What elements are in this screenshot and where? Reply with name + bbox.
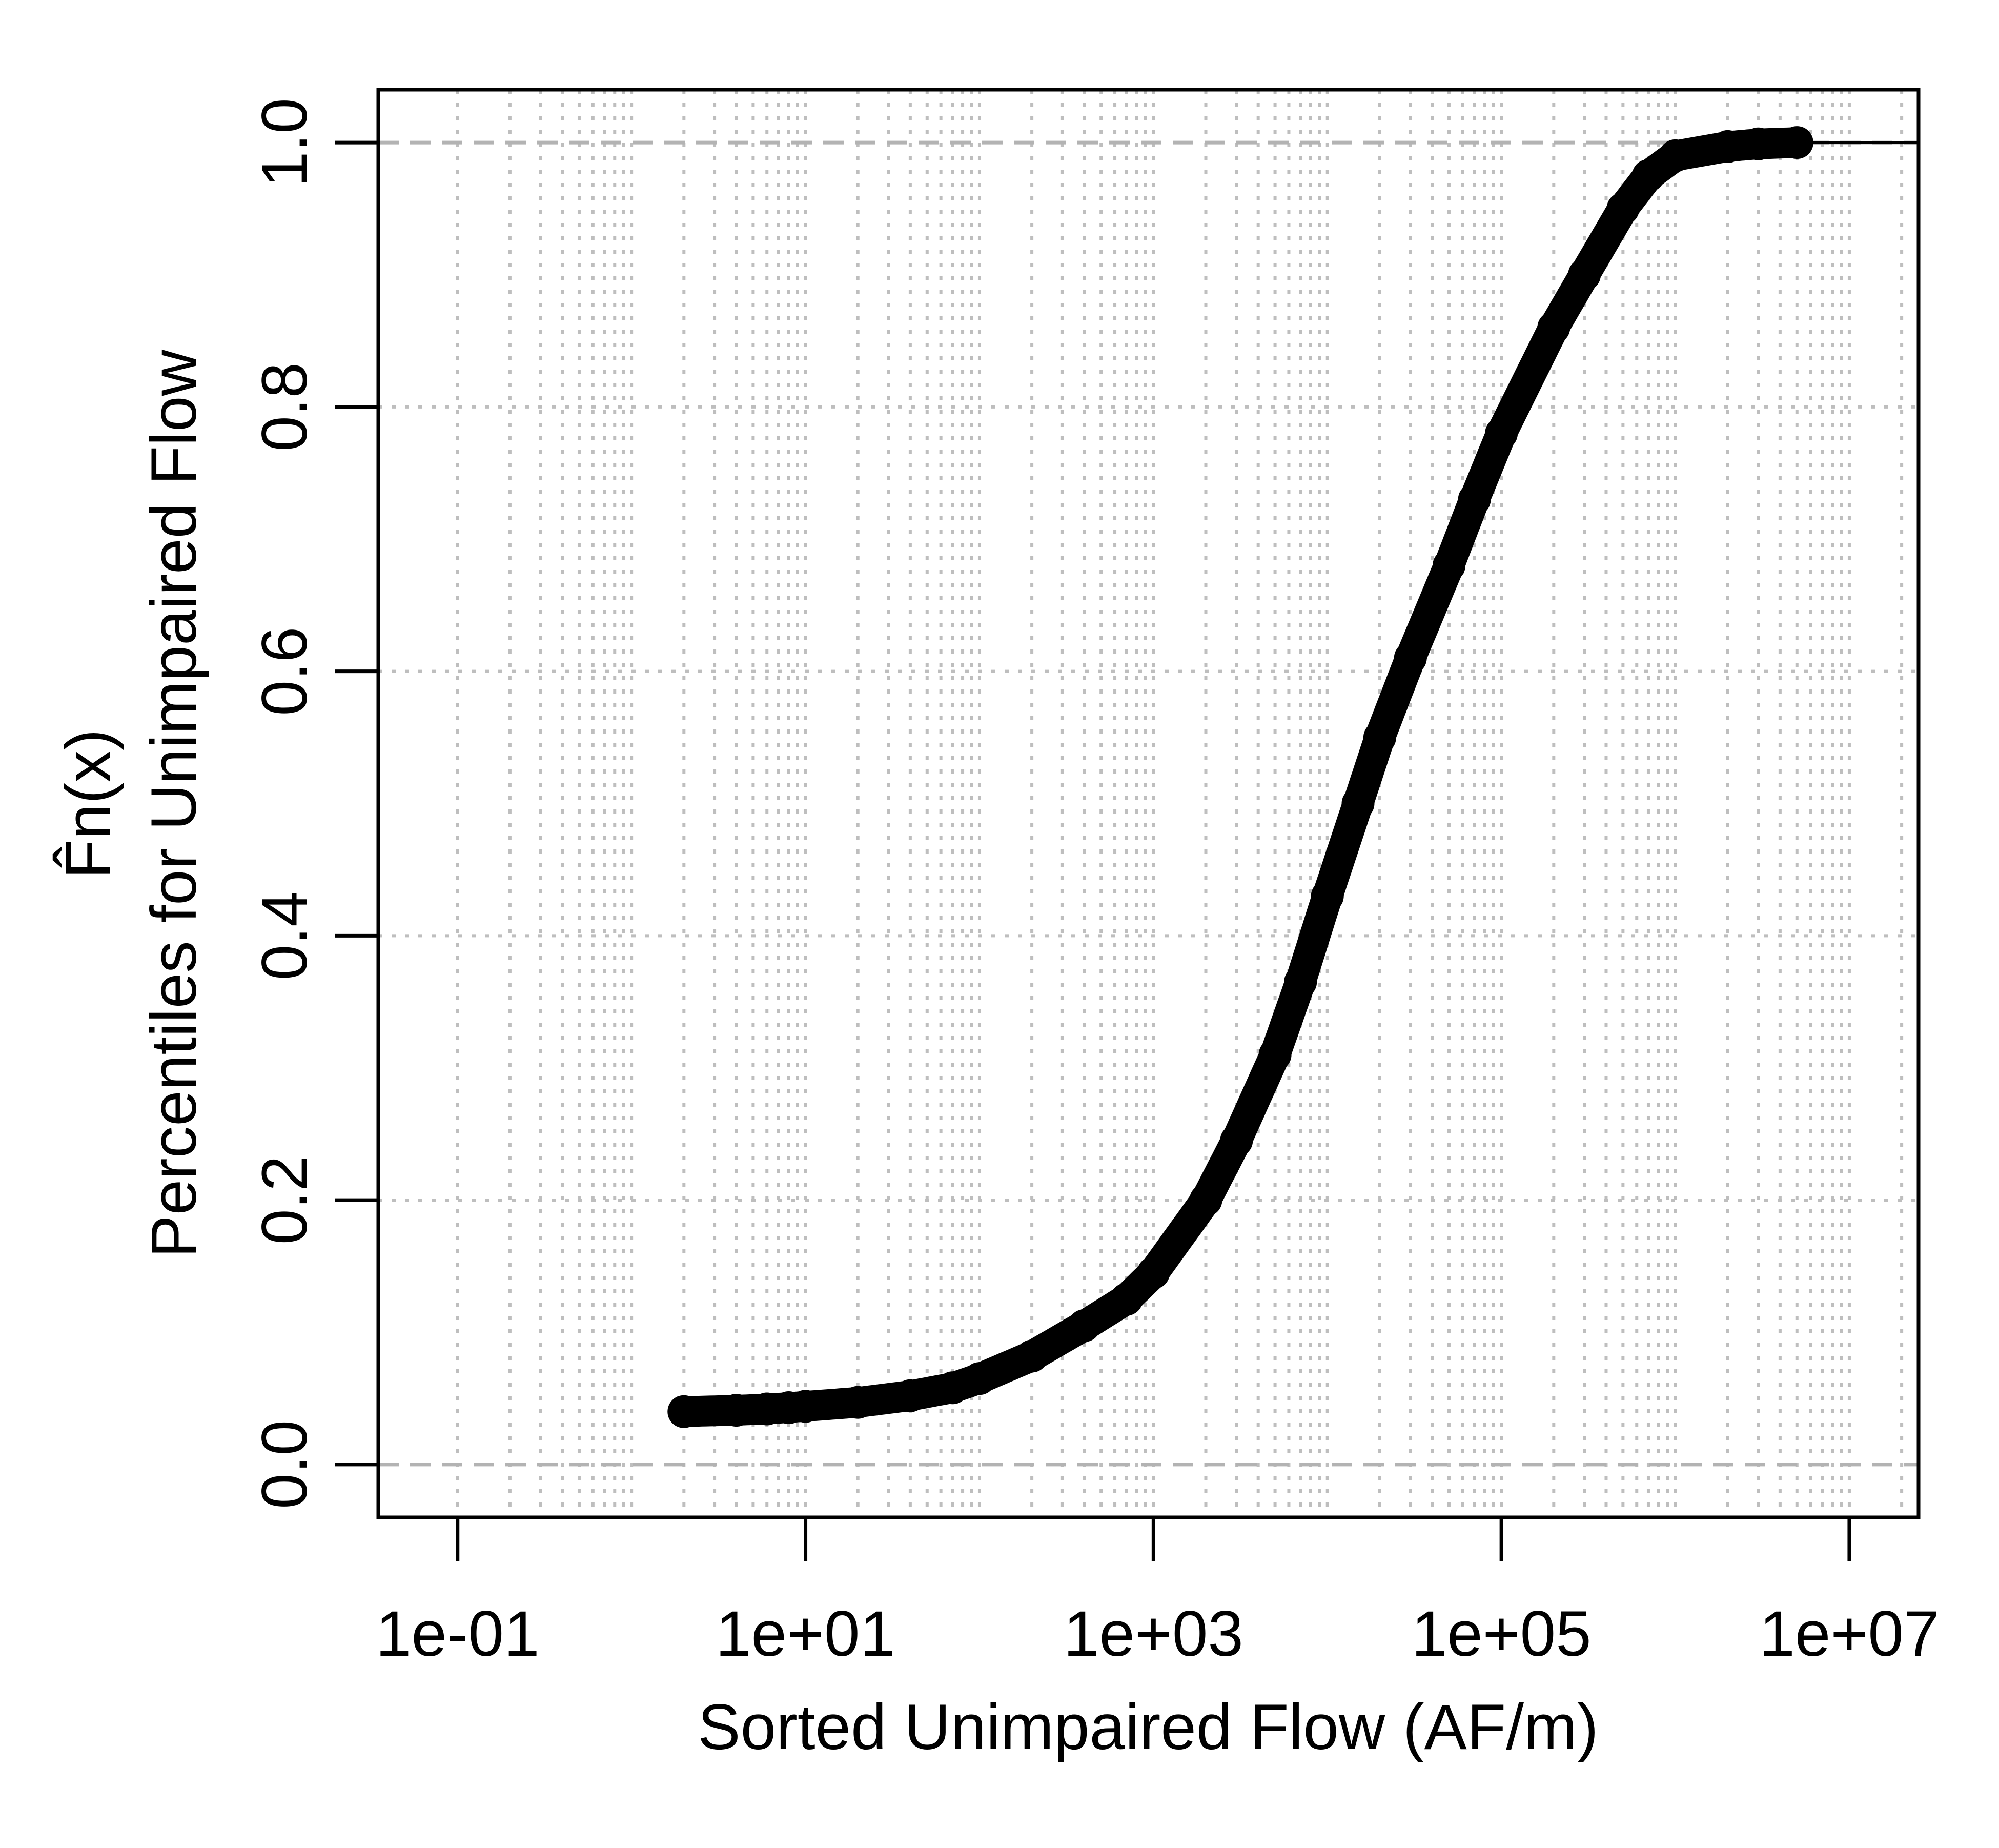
x-axis: 1e-01 1e+01 1e+03 1e+05 1e+07 [376,1517,1939,1670]
y-axis: 0.0 0.2 0.4 0.6 0.8 1.0 [249,98,378,1509]
data-point [1220,1124,1253,1157]
data-point [789,1390,822,1423]
data-point [1137,1256,1170,1289]
ecdf-curve [668,127,1812,1427]
x-axis-title: Sorted Unimpaired Flow (AF/m) [698,1692,1598,1763]
data-point [720,1394,753,1427]
y-tick-label: 0.8 [249,362,320,452]
data-point [1742,127,1775,160]
data-point [1110,1283,1143,1316]
data-point [1068,1309,1101,1343]
data-point [1284,965,1317,999]
data-point [936,1371,969,1405]
data-point [1659,139,1692,172]
x-tick-label: 1e+05 [1412,1598,1592,1670]
data-point [667,1395,701,1428]
data-point [1458,483,1491,516]
x-tick-label: 1e+03 [1064,1598,1243,1670]
reference-lines [378,140,1919,1467]
data-point [1606,192,1640,226]
data-point [1394,641,1427,675]
data-series [667,126,1919,1428]
data-point [1015,1339,1049,1373]
data-point [1258,1038,1292,1071]
y-axis-title-ecdf: F̂n(x) [53,729,124,879]
data-point [841,1386,874,1419]
data-point [1632,159,1665,192]
data-point [1189,1184,1222,1217]
data-point [1363,721,1396,754]
y-tick-label: 1.0 [249,98,320,187]
grid-layer [378,90,1919,1517]
data-point [1485,417,1518,450]
y-axis-title: Percentiles for Unimpaired Flow [138,350,210,1258]
y-tick-label: 0.4 [249,891,320,980]
data-point [1568,258,1601,291]
plot-frame [376,88,1921,1519]
data-point [1537,311,1570,344]
data-point [963,1362,996,1395]
x-tick-label: 1e+01 [716,1598,895,1670]
x-tick-label: 1e-01 [376,1598,540,1670]
data-point [1341,787,1375,820]
data-point [893,1379,927,1412]
y-tick-label: 0.2 [249,1155,320,1245]
data-point [1711,130,1744,163]
y-tick-label: 0.0 [249,1420,320,1509]
data-point [1433,549,1465,582]
x-tick-label: 1e+07 [1759,1598,1939,1670]
y-tick-label: 0.6 [249,627,320,716]
data-point [1311,880,1344,912]
